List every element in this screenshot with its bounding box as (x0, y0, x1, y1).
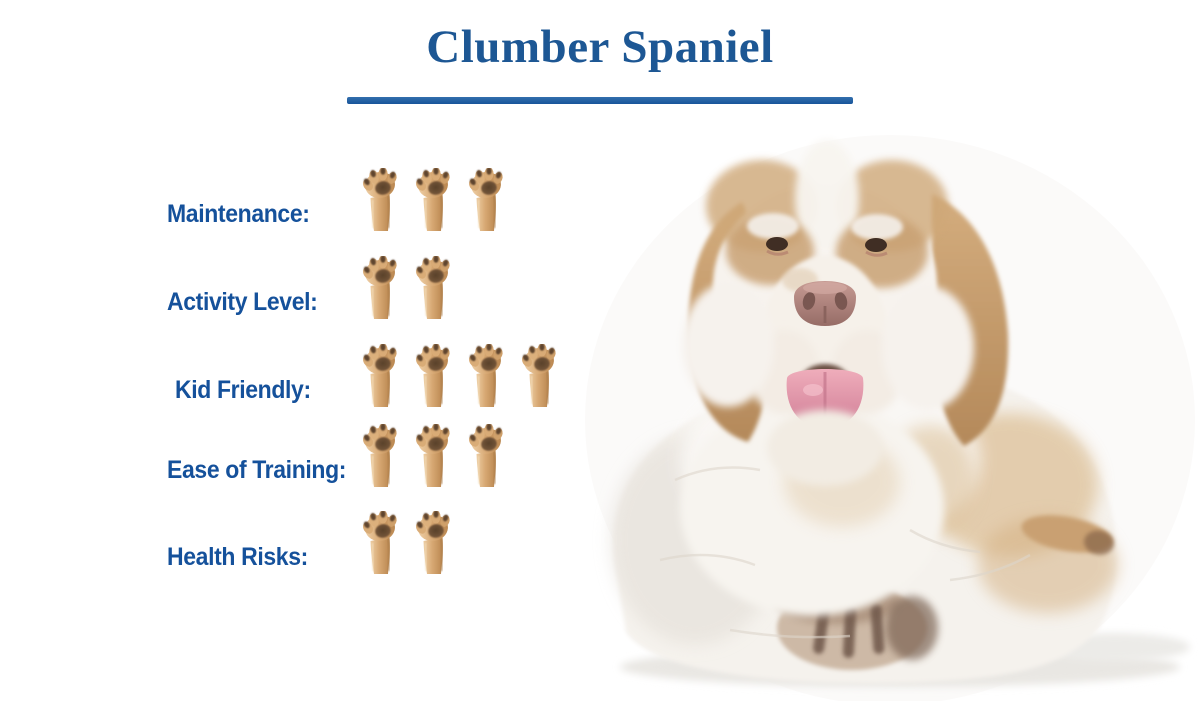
paw-icon (413, 168, 454, 231)
rating-label: Kid Friendly: (175, 376, 311, 404)
dog-photo (585, 135, 1195, 701)
rating-row: Health Risks: (167, 511, 587, 574)
rating-label: Maintenance: (167, 200, 310, 228)
paw-icon (413, 344, 454, 407)
paw-icon (466, 344, 507, 407)
page-title: Clumber Spaniel (426, 21, 774, 73)
paw-rating (360, 168, 507, 231)
paw-icon (413, 424, 454, 487)
paw-icon (466, 424, 507, 487)
paw-icon (413, 256, 454, 319)
paw-icon (360, 256, 401, 319)
paw-icon (360, 424, 401, 487)
paw-icon (360, 168, 401, 231)
rating-label: Activity Level: (167, 288, 318, 316)
paw-icon (360, 344, 401, 407)
paw-rating (360, 344, 560, 407)
title-underline (347, 97, 853, 104)
paw-icon (519, 344, 560, 407)
rating-row: Maintenance: (167, 168, 587, 231)
rating-row: Kid Friendly: (167, 344, 587, 407)
rating-row: Ease of Training: (167, 424, 587, 487)
rating-row: Activity Level: (167, 256, 587, 319)
paw-icon (413, 511, 454, 574)
paw-rating (360, 511, 454, 574)
paw-icon (466, 168, 507, 231)
paw-rating (360, 256, 454, 319)
rating-label: Health Risks: (167, 543, 308, 571)
rating-label: Ease of Training: (167, 456, 347, 484)
paw-rating (360, 424, 507, 487)
paw-icon (360, 511, 401, 574)
